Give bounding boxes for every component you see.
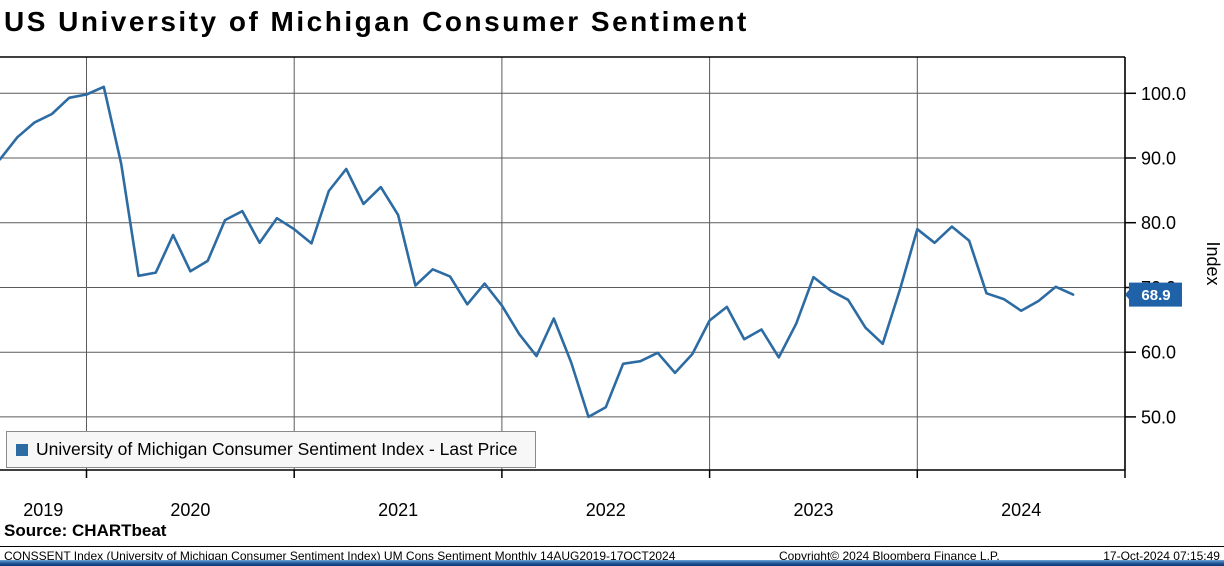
x-year-label: 2023 xyxy=(793,500,833,520)
source-label: Source: CHARTbeat xyxy=(4,521,167,540)
footer-timestamp: 17-Oct-2024 07:15:49 xyxy=(1103,549,1220,563)
chart-canvas: 50.060.070.080.090.0100.0201920202021202… xyxy=(0,56,1223,520)
x-year-label: 2021 xyxy=(378,500,418,520)
chart-legend: University of Michigan Consumer Sentimen… xyxy=(6,431,537,468)
footer-bar: CONSSENT Index (University of Michigan C… xyxy=(0,550,1224,563)
x-year-label: 2024 xyxy=(1001,500,1041,520)
x-year-label: 2022 xyxy=(586,500,626,520)
y-tick-label: 100.0 xyxy=(1141,84,1186,104)
last-price-value: 68.9 xyxy=(1141,287,1170,304)
bottom-blue-bar xyxy=(0,560,1224,566)
legend-label: University of Michigan Consumer Sentimen… xyxy=(36,439,518,459)
sentiment-line xyxy=(0,85,1075,419)
chart-title: US University of Michigan Consumer Senti… xyxy=(4,6,749,37)
y-tick-label: 90.0 xyxy=(1141,149,1176,169)
last-price-badge: 68.9 xyxy=(1125,282,1182,307)
footer-description: CONSSENT Index (University of Michigan C… xyxy=(4,549,676,563)
footer-copyright: Copyright© 2024 Bloomberg Finance L.P. xyxy=(778,549,1000,563)
y-axis-title: Index xyxy=(1203,241,1223,285)
y-tick-label: 80.0 xyxy=(1141,213,1176,233)
y-tick-label: 60.0 xyxy=(1141,343,1176,363)
sentiment-chart: 50.060.070.080.090.0100.0201920202021202… xyxy=(0,50,1224,525)
y-tick-label: 50.0 xyxy=(1141,407,1176,427)
x-year-label: 2020 xyxy=(170,500,210,520)
x-year-label: 2019 xyxy=(23,500,63,520)
footer-divider xyxy=(0,546,1224,547)
legend-swatch-icon xyxy=(16,443,28,456)
